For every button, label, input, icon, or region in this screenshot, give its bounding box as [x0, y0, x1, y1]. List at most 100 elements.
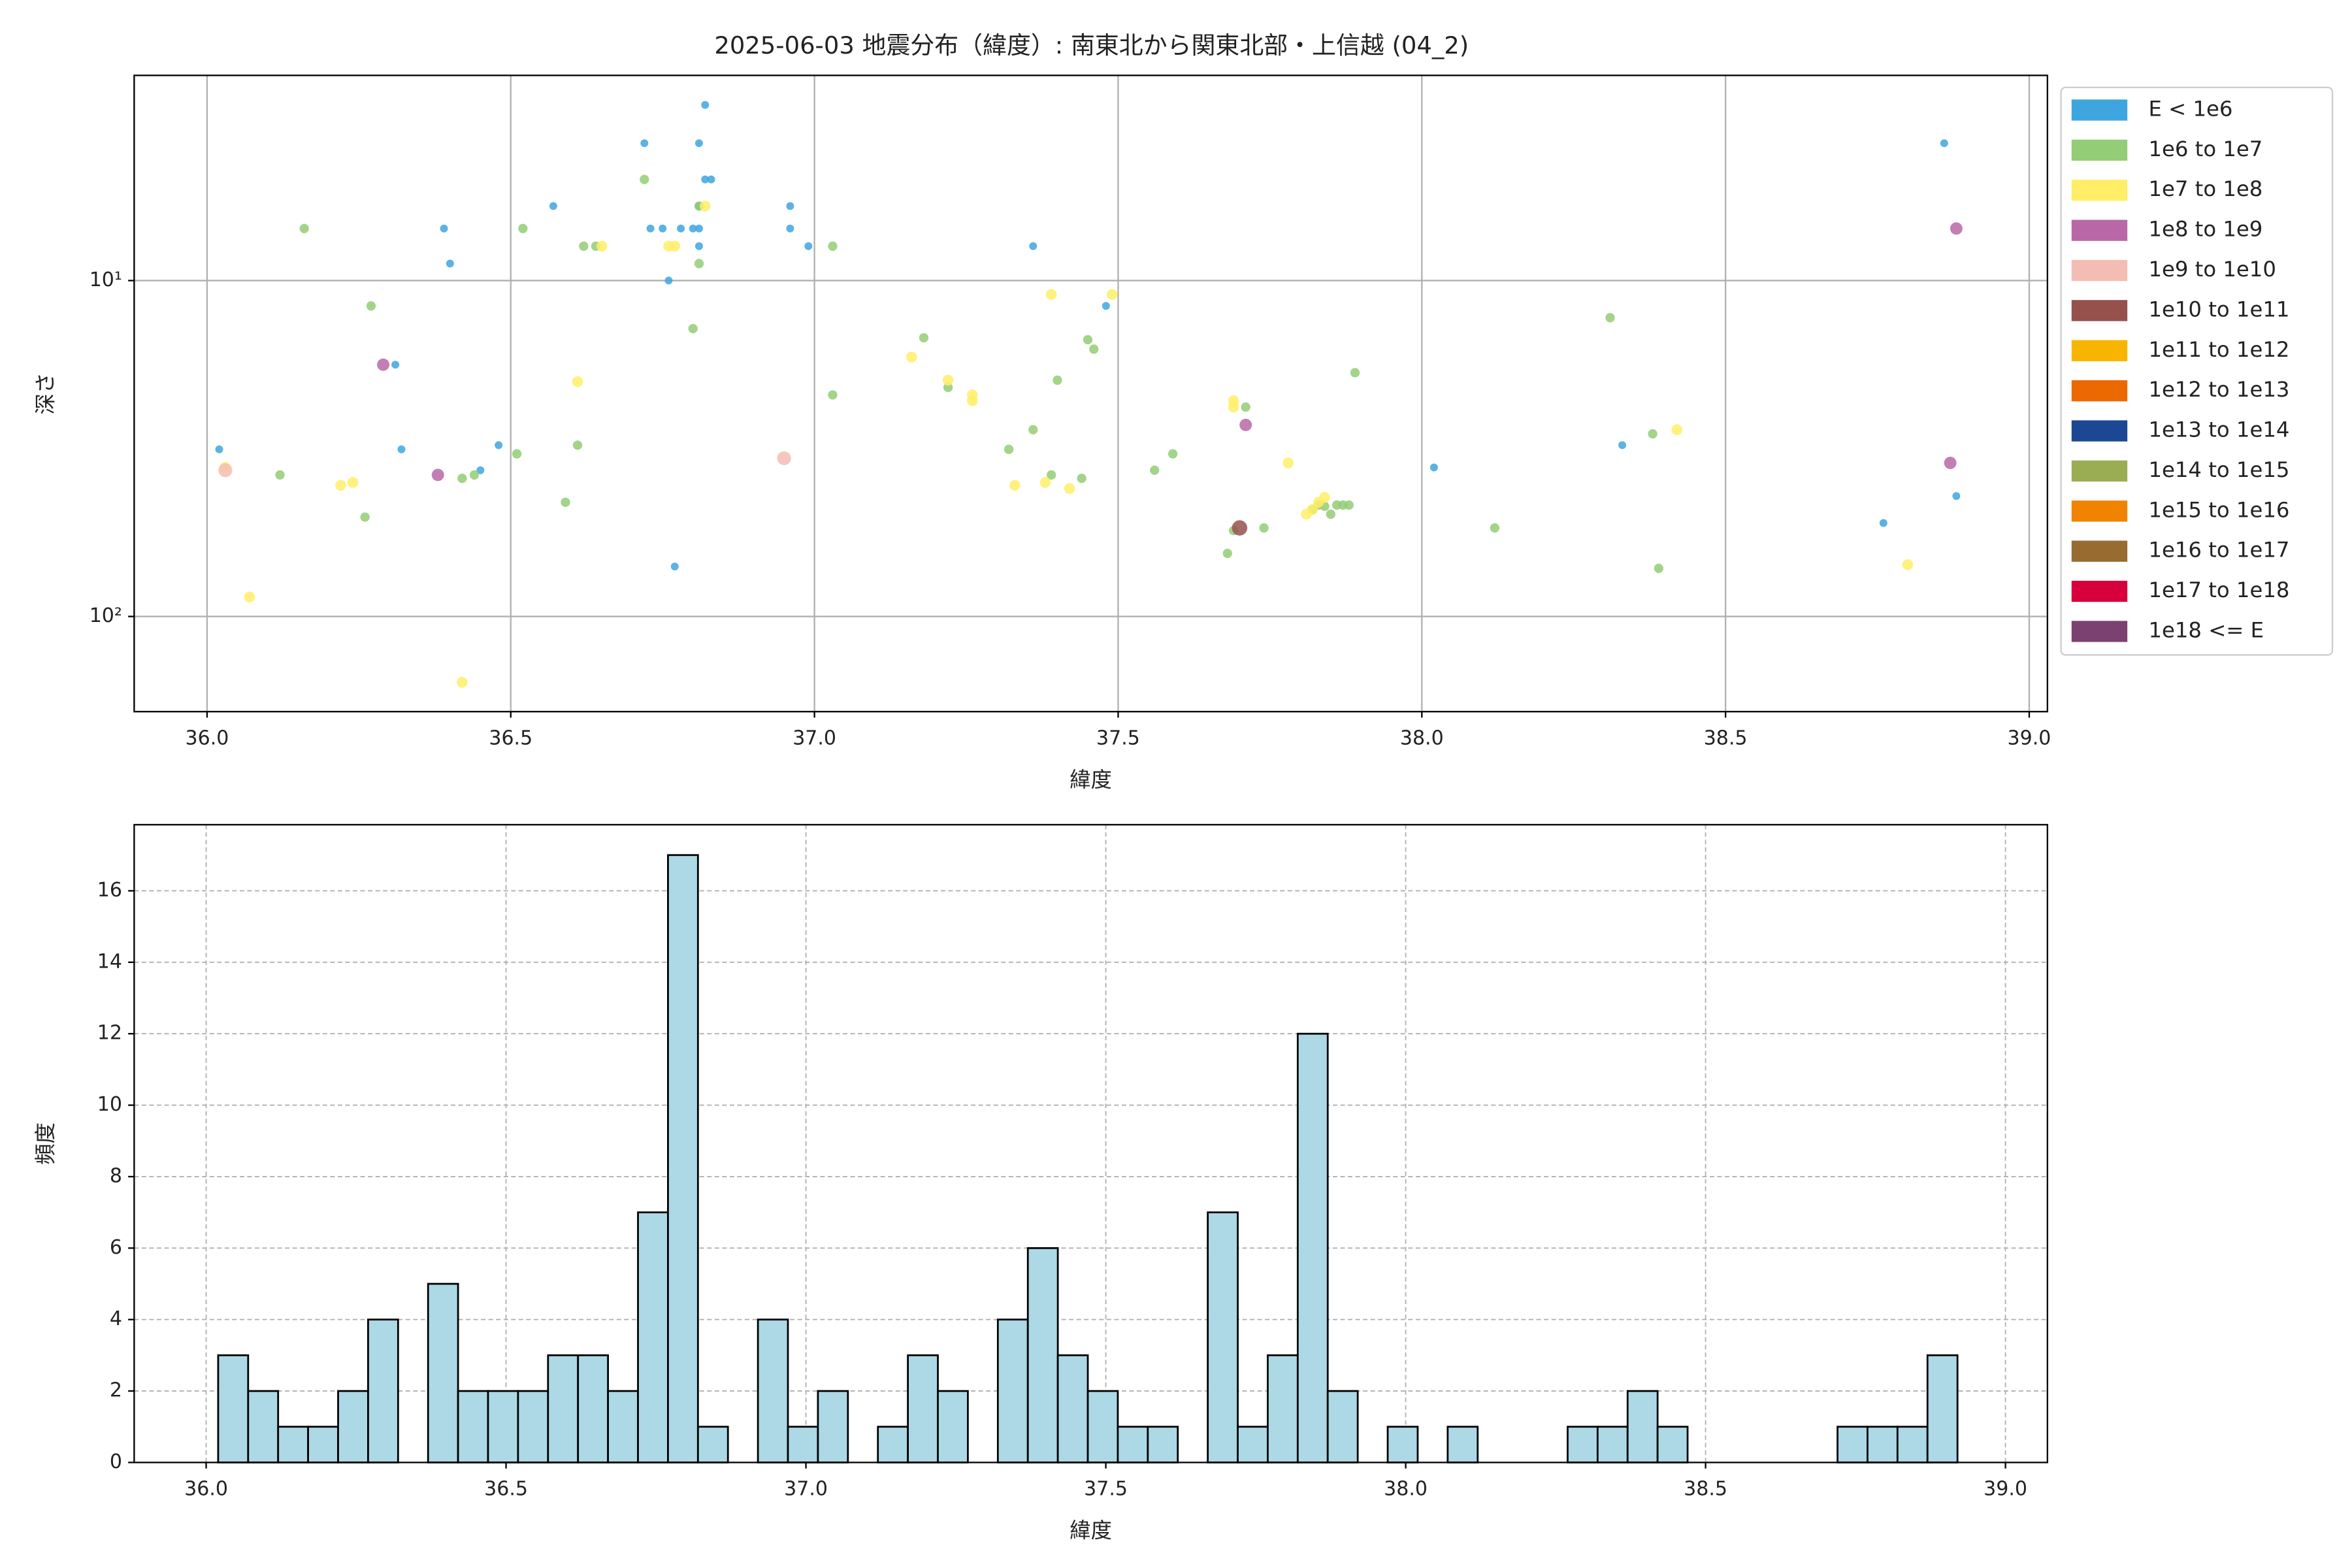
point — [579, 241, 589, 251]
point — [1089, 344, 1099, 354]
point — [366, 301, 376, 311]
point — [786, 224, 794, 233]
point — [1944, 457, 1957, 469]
legend-label: 1e14 to 1e15 — [2148, 457, 2289, 482]
point — [469, 470, 480, 480]
x-tick-label: 39.0 — [1984, 1478, 2027, 1501]
point — [1241, 402, 1250, 412]
point — [1671, 424, 1683, 436]
point — [495, 441, 503, 449]
x-axis-label: 緯度 — [1070, 767, 1112, 792]
x-tick-label: 39.0 — [2008, 727, 2051, 749]
point — [804, 242, 813, 250]
point — [1259, 523, 1269, 533]
x-tick-label: 36.5 — [484, 1478, 528, 1501]
point — [906, 351, 917, 363]
point — [669, 240, 681, 252]
point — [1326, 509, 1335, 519]
legend-label: 1e11 to 1e12 — [2148, 337, 2289, 362]
legend-swatch — [2071, 420, 2128, 442]
legend-label: 1e9 to 1e10 — [2148, 257, 2276, 282]
point — [1028, 425, 1038, 434]
bar — [937, 1390, 969, 1463]
point — [512, 449, 522, 459]
bar — [1656, 1426, 1689, 1463]
legend-swatch — [2071, 580, 2128, 602]
point — [699, 201, 711, 212]
legend-swatch — [2071, 500, 2128, 522]
point — [828, 390, 838, 400]
point — [701, 175, 710, 184]
point — [1282, 457, 1294, 468]
legend-swatch — [2071, 460, 2128, 482]
legend-label: 1e15 to 1e16 — [2148, 497, 2289, 522]
bar — [577, 1354, 609, 1463]
y-tick-label: 0 — [110, 1450, 122, 1473]
point — [1222, 548, 1232, 559]
bar — [1867, 1426, 1899, 1463]
point — [1064, 483, 1075, 495]
point — [664, 276, 673, 285]
legend-swatch — [2071, 380, 2128, 402]
point — [1344, 500, 1354, 510]
point — [1239, 418, 1252, 431]
legend-swatch — [2071, 621, 2128, 642]
point — [1009, 480, 1021, 491]
point — [457, 474, 467, 483]
point — [1940, 139, 1948, 148]
bar — [1837, 1426, 1869, 1463]
point — [572, 440, 583, 450]
point — [1228, 395, 1239, 406]
plot-frame — [133, 824, 2048, 1463]
point — [689, 224, 697, 233]
legend-label: 1e10 to 1e11 — [2148, 297, 2289, 321]
point — [1490, 523, 1500, 533]
legend-swatch — [2071, 540, 2128, 562]
point — [646, 224, 655, 233]
legend-label: 1e12 to 1e13 — [2148, 377, 2289, 402]
legend-label: 1e6 to 1e7 — [2148, 137, 2262, 161]
point — [1605, 313, 1615, 323]
point — [707, 175, 715, 184]
point — [347, 477, 359, 488]
legend-label: E < 1e6 — [2148, 96, 2232, 121]
bar — [1326, 1390, 1359, 1463]
point — [694, 139, 703, 148]
point — [967, 395, 978, 406]
bar — [277, 1426, 309, 1463]
point — [1029, 242, 1037, 250]
point — [777, 451, 791, 465]
legend-label: 1e7 to 1e8 — [2148, 176, 2262, 201]
bar — [517, 1390, 549, 1463]
bar — [1267, 1354, 1299, 1463]
y-tick-label: 8 — [110, 1164, 122, 1187]
y-tick-label: 12 — [97, 1022, 122, 1045]
legend-swatch — [2071, 300, 2128, 321]
bar — [1056, 1354, 1089, 1463]
bar — [457, 1390, 489, 1463]
bar — [817, 1390, 849, 1463]
bar — [427, 1282, 459, 1463]
bar — [877, 1426, 909, 1463]
point — [677, 224, 685, 233]
bar — [1446, 1426, 1479, 1463]
x-tick-label: 36.0 — [186, 727, 229, 749]
legend-swatch — [2071, 220, 2128, 241]
point — [1232, 520, 1248, 536]
bar — [1896, 1426, 1929, 1463]
bar — [1237, 1426, 1269, 1463]
point — [1083, 335, 1093, 345]
legend-swatch — [2071, 180, 2128, 201]
x-tick-label: 36.0 — [184, 1478, 228, 1501]
y-tick-label: 6 — [110, 1236, 122, 1259]
y-axis-label: 頻度 — [33, 1122, 58, 1165]
point — [457, 676, 468, 688]
x-tick-label: 38.0 — [1384, 1478, 1428, 1501]
point — [446, 259, 454, 268]
legend-frame — [2060, 86, 2334, 656]
point — [431, 468, 444, 482]
x-tick-label: 37.0 — [784, 1478, 828, 1501]
point — [786, 202, 794, 210]
bar — [787, 1426, 819, 1463]
